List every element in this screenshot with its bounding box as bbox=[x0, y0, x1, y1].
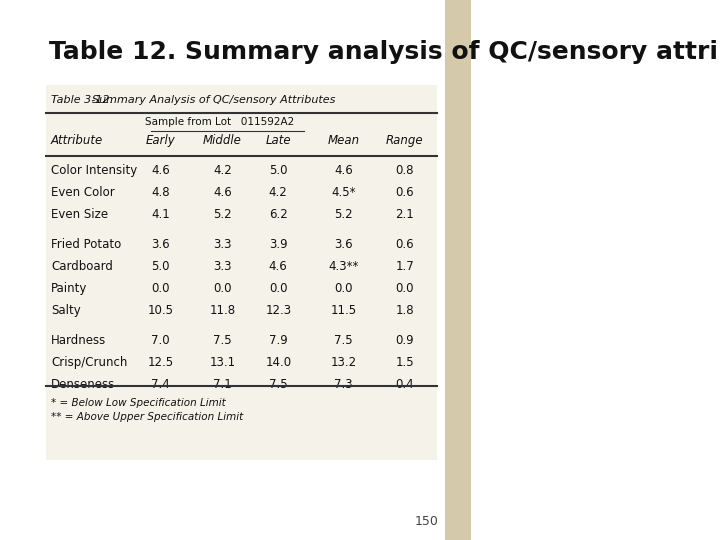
Text: 7.1: 7.1 bbox=[213, 378, 232, 391]
Text: 7.3: 7.3 bbox=[334, 378, 353, 391]
Text: 1.5: 1.5 bbox=[395, 356, 414, 369]
Text: 0.4: 0.4 bbox=[395, 378, 414, 391]
Text: Even Color: Even Color bbox=[51, 186, 114, 199]
Text: Middle: Middle bbox=[203, 134, 242, 147]
Text: Table 3-12.: Table 3-12. bbox=[51, 95, 113, 105]
Text: Range: Range bbox=[386, 134, 423, 147]
Text: 4.8: 4.8 bbox=[151, 186, 170, 199]
Text: 4.6: 4.6 bbox=[334, 164, 353, 177]
Text: 7.5: 7.5 bbox=[334, 334, 353, 347]
Text: Summary Analysis of QC/sensory Attributes: Summary Analysis of QC/sensory Attribute… bbox=[91, 95, 335, 105]
Text: 3.6: 3.6 bbox=[151, 238, 170, 251]
Text: 5.2: 5.2 bbox=[213, 208, 232, 221]
Text: 0.6: 0.6 bbox=[395, 238, 414, 251]
Text: 12.5: 12.5 bbox=[148, 356, 174, 369]
Text: Sample from Lot   011592A2: Sample from Lot 011592A2 bbox=[145, 117, 294, 127]
Text: 0.0: 0.0 bbox=[213, 282, 232, 295]
Text: 3.6: 3.6 bbox=[334, 238, 353, 251]
Text: 7.4: 7.4 bbox=[151, 378, 170, 391]
Text: 13.2: 13.2 bbox=[330, 356, 357, 369]
Text: Attribute: Attribute bbox=[51, 134, 103, 147]
Text: 7.5: 7.5 bbox=[213, 334, 232, 347]
Text: Denseness: Denseness bbox=[51, 378, 115, 391]
Text: 150: 150 bbox=[415, 515, 438, 528]
Text: Even Size: Even Size bbox=[51, 208, 108, 221]
Text: * = Below Low Specification Limit: * = Below Low Specification Limit bbox=[51, 398, 226, 408]
Text: 4.2: 4.2 bbox=[269, 186, 287, 199]
Text: 2.1: 2.1 bbox=[395, 208, 414, 221]
Text: 3.3: 3.3 bbox=[213, 238, 232, 251]
Text: Cardboard: Cardboard bbox=[51, 260, 113, 273]
Text: 5.0: 5.0 bbox=[269, 164, 287, 177]
Bar bbox=[46, 85, 437, 460]
Text: 4.6: 4.6 bbox=[269, 260, 287, 273]
Text: 1.8: 1.8 bbox=[395, 304, 414, 317]
Text: 0.0: 0.0 bbox=[151, 282, 170, 295]
Text: 3.9: 3.9 bbox=[269, 238, 287, 251]
Text: 7.5: 7.5 bbox=[269, 378, 287, 391]
Text: 12.3: 12.3 bbox=[265, 304, 292, 317]
Text: 6.2: 6.2 bbox=[269, 208, 287, 221]
Text: 13.1: 13.1 bbox=[210, 356, 235, 369]
Text: 11.5: 11.5 bbox=[330, 304, 357, 317]
Bar bbox=[445, 0, 472, 540]
Text: Late: Late bbox=[266, 134, 291, 147]
Text: 11.8: 11.8 bbox=[210, 304, 235, 317]
Text: 3.3: 3.3 bbox=[213, 260, 232, 273]
Text: Crisp/Crunch: Crisp/Crunch bbox=[51, 356, 127, 369]
Text: 5.2: 5.2 bbox=[334, 208, 353, 221]
Text: Table 12. Summary analysis of QC/sensory attributes: Table 12. Summary analysis of QC/sensory… bbox=[49, 40, 720, 64]
Text: 5.0: 5.0 bbox=[151, 260, 170, 273]
Text: 4.2: 4.2 bbox=[213, 164, 232, 177]
Text: 10.5: 10.5 bbox=[148, 304, 174, 317]
Text: 0.9: 0.9 bbox=[395, 334, 414, 347]
Text: 7.0: 7.0 bbox=[151, 334, 170, 347]
Text: Early: Early bbox=[145, 134, 175, 147]
Text: ** = Above Upper Specification Limit: ** = Above Upper Specification Limit bbox=[51, 412, 243, 422]
Text: Mean: Mean bbox=[328, 134, 360, 147]
Text: 4.6: 4.6 bbox=[213, 186, 232, 199]
Text: 4.5*: 4.5* bbox=[331, 186, 356, 199]
Text: 0.8: 0.8 bbox=[395, 164, 414, 177]
Text: 0.0: 0.0 bbox=[269, 282, 287, 295]
Text: 0.0: 0.0 bbox=[335, 282, 353, 295]
Text: 4.3**: 4.3** bbox=[328, 260, 359, 273]
Text: Hardness: Hardness bbox=[51, 334, 107, 347]
Text: Salty: Salty bbox=[51, 304, 81, 317]
Text: 14.0: 14.0 bbox=[265, 356, 292, 369]
Text: 7.9: 7.9 bbox=[269, 334, 287, 347]
Text: 0.6: 0.6 bbox=[395, 186, 414, 199]
Text: 4.1: 4.1 bbox=[151, 208, 170, 221]
Text: 4.6: 4.6 bbox=[151, 164, 170, 177]
Text: Fried Potato: Fried Potato bbox=[51, 238, 121, 251]
Text: 1.7: 1.7 bbox=[395, 260, 414, 273]
Text: Color Intensity: Color Intensity bbox=[51, 164, 138, 177]
Text: 0.0: 0.0 bbox=[395, 282, 414, 295]
Text: Painty: Painty bbox=[51, 282, 87, 295]
